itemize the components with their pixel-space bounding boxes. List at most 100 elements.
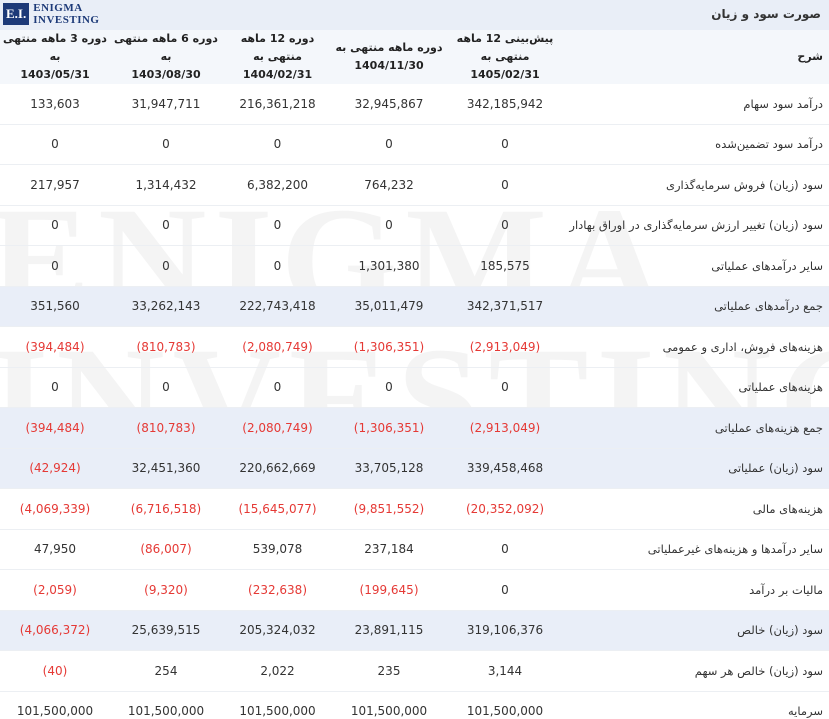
cell-value: 3,144 [445, 650, 565, 692]
table-row: هزینه‌های عملیاتی 0 0 0 0 0 [0, 367, 829, 408]
cell-value: 2,022 [222, 650, 333, 692]
row-label: سود (زیان) خالص هر سهم [565, 650, 829, 692]
label-header: شرح [565, 30, 829, 84]
table-row: سرمایه 101,500,000 101,500,000 101,500,000 1… [0, 691, 829, 719]
cell-value: (2,080,749) [222, 407, 333, 449]
top-bar: E.I. ENIGMA INVESTING صورت سود و زیان [0, 0, 829, 30]
table-row: درآمد سود سهام 342,185,942 32,945,867 216,3… [0, 84, 829, 125]
cell-value: 0 [110, 367, 222, 408]
cell-value: (9,320) [110, 569, 222, 611]
cell-value: 101,500,000 [445, 691, 565, 719]
cell-value: 0 [445, 569, 565, 611]
cell-value: 33,705,128 [333, 448, 445, 489]
row-label: سرمایه [565, 691, 829, 719]
cell-value: 220,662,669 [222, 448, 333, 489]
table-row: درآمد سود تضمین‌شده 0 0 0 0 0 [0, 124, 829, 165]
cell-value: 0 [0, 124, 110, 165]
logo: E.I. ENIGMA INVESTING [3, 2, 99, 26]
cell-value: 0 [0, 245, 110, 287]
logo-text: ENIGMA INVESTING [33, 2, 99, 26]
table-row: سود (زیان) فروش سرمایه‌گذاری 0 764,232 6,38… [0, 164, 829, 206]
table-row: هزینه‌های فروش، اداری و عمومی (2,913,049)… [0, 326, 829, 368]
cell-value: 0 [0, 205, 110, 246]
cell-value: (232,638) [222, 569, 333, 611]
row-label: جمع درآمدهای عملیاتی [565, 286, 829, 327]
cell-value: (6,716,518) [110, 488, 222, 530]
row-label: سایر درآمدهای عملیاتی [565, 245, 829, 287]
cell-value: 254 [110, 650, 222, 692]
cell-value: (2,059) [0, 569, 110, 611]
cell-value: 1,314,432 [110, 164, 222, 206]
cell-value: (15,645,077) [222, 488, 333, 530]
row-label: جمع هزینه‌های عملیاتی [565, 407, 829, 449]
table-row: سود (زیان) خالص 319,106,376 23,891,115 205,… [0, 610, 829, 651]
column-header: دوره 12 ماهه منتهی به 1404/02/31 [222, 30, 333, 84]
column-period: پیش‌بینی 12 ماهه منتهی به [456, 32, 554, 63]
cell-value: (4,066,372) [0, 610, 110, 651]
cell-value: 31,947,711 [110, 84, 222, 125]
cell-value: 222,743,418 [222, 286, 333, 327]
cell-value: 0 [445, 164, 565, 206]
table-row: جمع درآمدهای عملیاتی 342,371,517 35,011,47… [0, 286, 829, 327]
cell-value: 0 [222, 205, 333, 246]
column-header: دوره ماهه منتهی به 1404/11/30 [333, 30, 445, 84]
table-body: درآمد سود سهام 342,185,942 32,945,867 216,3… [0, 84, 829, 719]
cell-value: (199,645) [333, 569, 445, 611]
cell-value: 0 [333, 367, 445, 408]
cell-value: 0 [110, 205, 222, 246]
cell-value: 319,106,376 [445, 610, 565, 651]
column-period: دوره 12 ماهه منتهی به [240, 32, 315, 63]
cell-value: 0 [445, 205, 565, 246]
cell-value: 205,324,032 [222, 610, 333, 651]
table-row: سود (زیان) تغییر ارزش سرمایه‌گذاری در او… [0, 205, 829, 246]
cell-value: 539,078 [222, 529, 333, 570]
cell-value: (2,913,049) [445, 407, 565, 449]
table-row: سود (زیان) خالص هر سهم 3,144 235 2,022 254 (4… [0, 650, 829, 692]
cell-value: 0 [222, 367, 333, 408]
table-row: سایر درآمدها و هزینه‌های غیرعملیاتی 0 237,… [0, 529, 829, 570]
cell-value: (42,924) [0, 448, 110, 489]
cell-value: 235 [333, 650, 445, 692]
cell-value: 101,500,000 [110, 691, 222, 719]
row-label: سود (زیان) خالص [565, 610, 829, 651]
table-row: مالیات بر درآمد 0 (199,645) (232,638) (9,320… [0, 569, 829, 611]
cell-value: 0 [445, 367, 565, 408]
cell-value: 339,458,468 [445, 448, 565, 489]
column-date: 1405/02/31 [470, 68, 540, 81]
cell-value: 217,957 [0, 164, 110, 206]
page-title: صورت سود و زیان [711, 7, 821, 21]
row-label: سایر درآمدها و هزینه‌های غیرعملیاتی [565, 529, 829, 570]
cell-value: (394,484) [0, 326, 110, 368]
column-header: دوره 6 ماهه منتهی به 1403/08/30 [110, 30, 222, 84]
cell-value: 1,301,380 [333, 245, 445, 287]
cell-value: 101,500,000 [333, 691, 445, 719]
cell-value: 342,185,942 [445, 84, 565, 125]
logo-line: INVESTING [33, 14, 100, 26]
cell-value: 133,603 [0, 84, 110, 125]
statement-table: شرح پیش‌بینی 12 ماهه منتهی به 1405/02/31 دو… [0, 30, 829, 719]
cell-value: (394,484) [0, 407, 110, 449]
cell-value: (1,306,351) [333, 326, 445, 368]
column-period: دوره 6 ماهه منتهی به [114, 32, 218, 63]
column-date: 1403/05/31 [20, 68, 90, 81]
row-label: سود (زیان) عملیاتی [565, 448, 829, 489]
column-period: دوره ماهه منتهی به [335, 41, 443, 54]
cell-value: 32,945,867 [333, 84, 445, 125]
logo-line: ENIGMA [33, 2, 83, 14]
cell-value: 6,382,200 [222, 164, 333, 206]
row-label: درآمد سود سهام [565, 84, 829, 125]
cell-value: 35,011,479 [333, 286, 445, 327]
row-label: مالیات بر درآمد [565, 569, 829, 611]
cell-value: 33,262,143 [110, 286, 222, 327]
cell-value: 0 [222, 124, 333, 165]
cell-value: (1,306,351) [333, 407, 445, 449]
cell-value: (810,783) [110, 326, 222, 368]
cell-value: 0 [0, 367, 110, 408]
row-label: سود (زیان) فروش سرمایه‌گذاری [565, 164, 829, 206]
cell-value: 32,451,360 [110, 448, 222, 489]
column-date: 1404/11/30 [354, 59, 424, 72]
column-date: 1404/02/31 [242, 68, 313, 81]
cell-value: 0 [110, 124, 222, 165]
cell-value: 0 [333, 205, 445, 246]
